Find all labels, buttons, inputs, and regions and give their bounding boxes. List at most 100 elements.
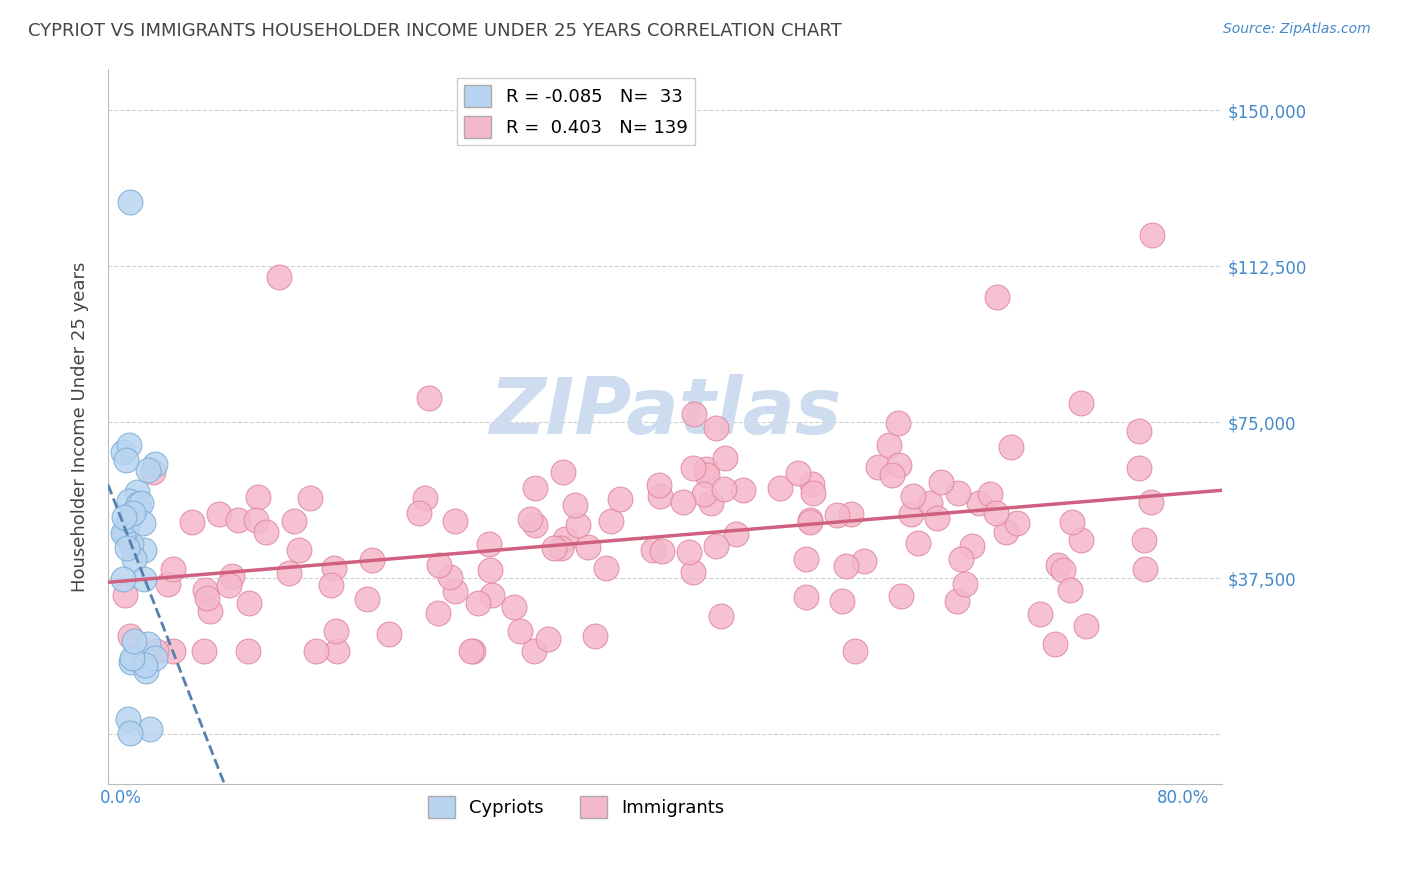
Point [927, 510, 949, 524]
Point [839, 508, 862, 522]
Point [122, 551, 145, 566]
Point [907, 535, 929, 549]
Point [278, 566, 301, 580]
Point [145, 644, 167, 658]
Point [132, 572, 155, 586]
Point [564, 498, 586, 512]
Point [953, 576, 976, 591]
Point [994, 525, 1017, 540]
Point [946, 485, 969, 500]
Point [122, 633, 145, 648]
Point [672, 495, 695, 509]
Point [651, 543, 673, 558]
Point [800, 476, 823, 491]
Point [844, 644, 866, 658]
Point [704, 421, 727, 435]
Point [114, 588, 136, 602]
Point [162, 562, 184, 576]
Point [794, 552, 817, 566]
Point [831, 594, 853, 608]
Point [1000, 440, 1022, 454]
Point [882, 468, 904, 483]
Point [117, 712, 139, 726]
Point [218, 578, 240, 592]
Point [695, 462, 717, 476]
Point [238, 644, 260, 658]
Point [647, 478, 669, 492]
Point [503, 599, 526, 614]
Point [1128, 460, 1150, 475]
Point [509, 624, 531, 639]
Point [576, 541, 599, 555]
Point [931, 475, 953, 490]
Point [194, 583, 217, 598]
Point [323, 561, 346, 575]
Point [360, 553, 382, 567]
Point [1070, 396, 1092, 410]
Point [245, 513, 267, 527]
Point [524, 481, 547, 495]
Point [122, 506, 145, 520]
Point [704, 539, 727, 553]
Point [426, 606, 449, 620]
Point [648, 490, 671, 504]
Point [111, 525, 134, 540]
Point [709, 609, 731, 624]
Point [682, 566, 704, 580]
Point [678, 545, 700, 559]
Point [143, 457, 166, 471]
Point [918, 496, 941, 510]
Point [583, 629, 606, 643]
Point [519, 512, 541, 526]
Point [356, 591, 378, 606]
Point [1070, 533, 1092, 548]
Point [877, 438, 900, 452]
Point [479, 564, 502, 578]
Point [1133, 562, 1156, 576]
Point [699, 496, 721, 510]
Point [267, 269, 290, 284]
Point [641, 543, 664, 558]
Point [853, 554, 876, 568]
Point [427, 558, 450, 572]
Point [132, 543, 155, 558]
Point [835, 558, 858, 573]
Point [114, 526, 136, 541]
Point [118, 494, 141, 508]
Point [127, 485, 149, 500]
Point [543, 541, 565, 555]
Point [786, 466, 808, 480]
Point [1140, 227, 1163, 242]
Point [986, 290, 1008, 304]
Point [221, 568, 243, 582]
Point [692, 487, 714, 501]
Point [156, 576, 179, 591]
Point [554, 532, 576, 546]
Point [117, 513, 139, 527]
Point [444, 584, 467, 599]
Point [889, 458, 911, 472]
Point [1007, 516, 1029, 531]
Point [1140, 495, 1163, 509]
Point [131, 496, 153, 510]
Point [467, 596, 489, 610]
Point [121, 650, 143, 665]
Point [724, 527, 747, 541]
Point [903, 489, 925, 503]
Point [537, 632, 560, 647]
Point [142, 465, 165, 479]
Point [120, 194, 142, 209]
Point [950, 551, 973, 566]
Point [299, 491, 322, 505]
Point [326, 644, 349, 658]
Point [945, 594, 967, 608]
Point [408, 507, 430, 521]
Point [443, 514, 465, 528]
Point [139, 723, 162, 737]
Point [794, 591, 817, 605]
Point [117, 438, 139, 452]
Point [193, 644, 215, 658]
Point [481, 588, 503, 602]
Point [180, 515, 202, 529]
Point [769, 481, 792, 495]
